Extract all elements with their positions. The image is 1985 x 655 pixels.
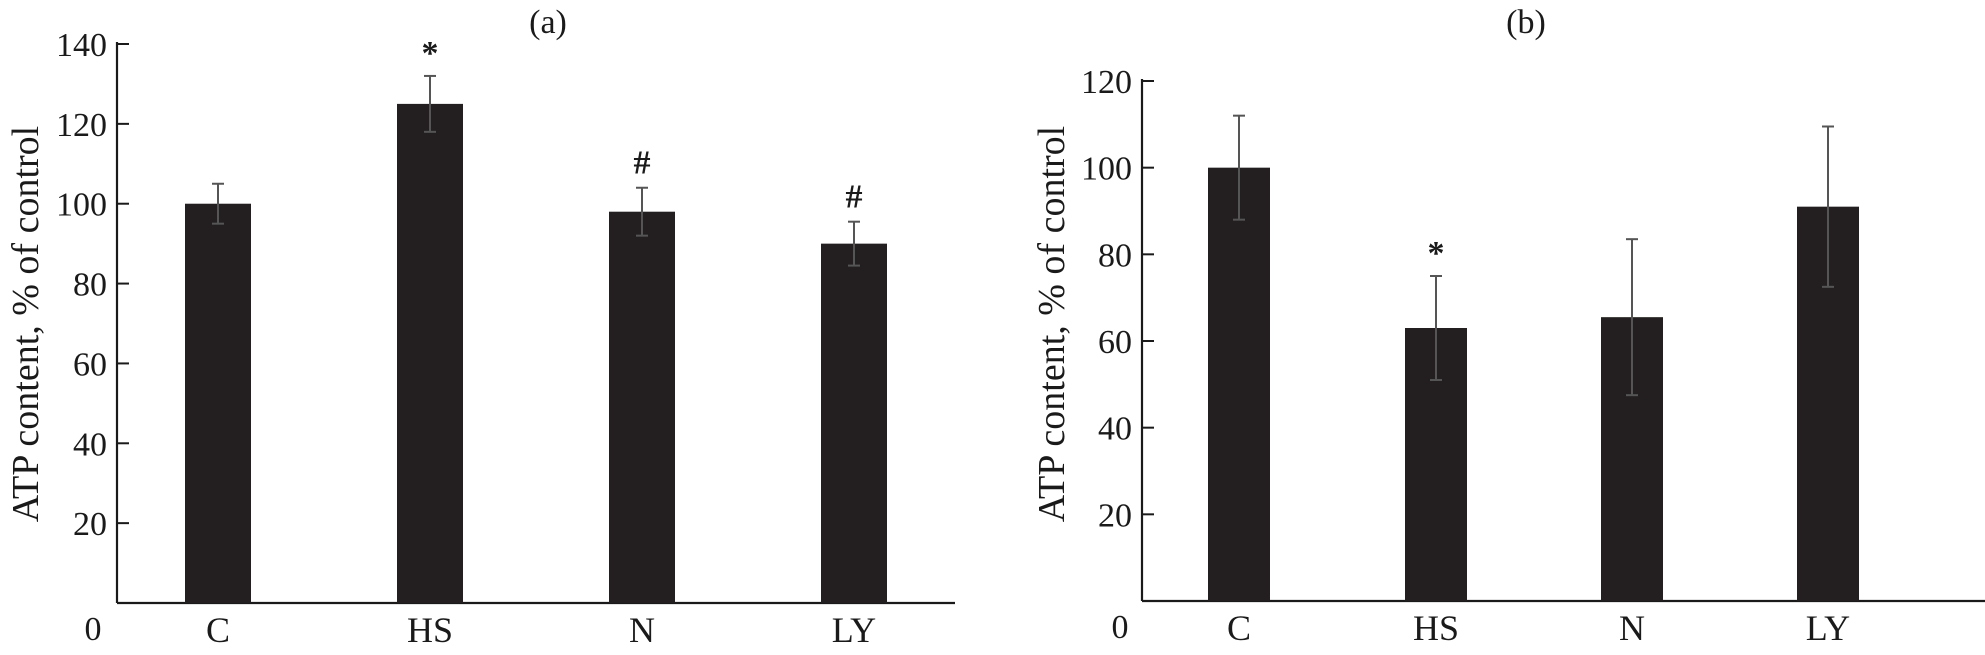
y-tick-label: 120	[56, 107, 107, 144]
y-axis-title: ATP content, % of control	[5, 126, 47, 522]
y-tick-label: 100	[1081, 151, 1132, 188]
x-tick-label: C	[206, 610, 230, 650]
y-tick-label-zero: 0	[85, 611, 102, 648]
y-tick-label: 100	[56, 187, 107, 224]
bar	[821, 243, 887, 603]
y-tick-label: 140	[56, 27, 107, 64]
x-tick-label: N	[629, 610, 655, 650]
x-tick-label: N	[1619, 608, 1645, 648]
y-tick-label: 20	[73, 506, 107, 543]
bar	[1208, 167, 1270, 601]
x-tick-label: HS	[1413, 608, 1459, 648]
y-tick-label: 60	[1098, 324, 1132, 361]
x-tick-label: C	[1227, 608, 1251, 648]
y-tick-label: 120	[1081, 64, 1132, 101]
x-tick-label: HS	[407, 610, 453, 650]
significance-mark: #	[634, 145, 651, 182]
significance-mark: #	[846, 179, 863, 216]
panel-label: (a)	[529, 4, 567, 41]
significance-mark: *	[422, 35, 439, 72]
y-tick-label-zero: 0	[1112, 609, 1129, 646]
y-tick-label: 40	[1098, 411, 1132, 448]
bar	[609, 211, 675, 603]
y-tick-label: 60	[73, 346, 107, 383]
bar	[185, 203, 251, 603]
bar	[397, 103, 463, 604]
y-axis-title: ATP content, % of control	[1031, 126, 1073, 522]
x-tick-label: LY	[832, 610, 876, 650]
y-tick-label: 80	[1098, 237, 1132, 274]
panel-label: (b)	[1506, 4, 1546, 41]
y-tick-label: 40	[73, 426, 107, 463]
chart-panel-b: (b) 20 40 60 80 100 120 0 ATP content, % of cont…	[1031, 4, 1985, 648]
x-tick-label: LY	[1806, 608, 1850, 648]
y-tick-label: 20	[1098, 497, 1132, 534]
y-tick-label: 80	[73, 267, 107, 304]
chart-panel-a: (a) 20 40 60 80 100 120 140 0 ATP content, % of c…	[5, 4, 955, 650]
significance-mark: *	[1428, 235, 1445, 272]
